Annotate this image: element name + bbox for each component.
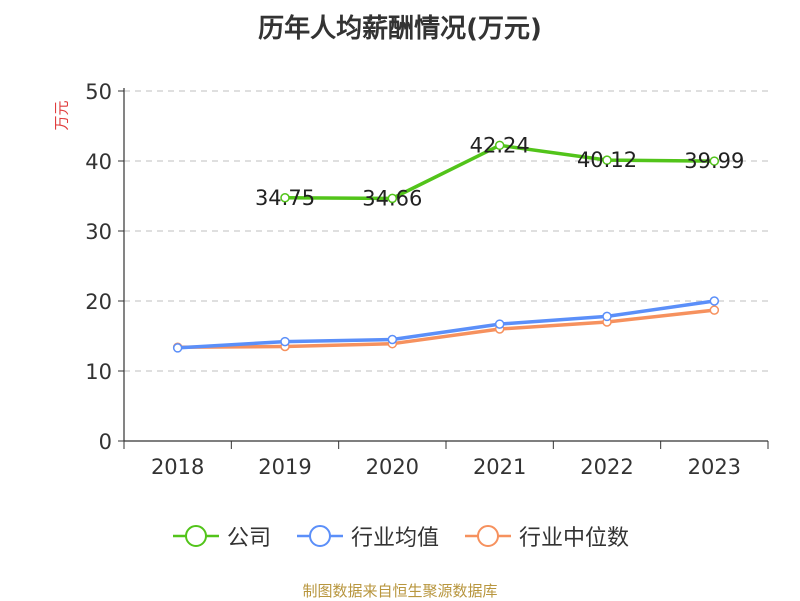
y-tick-label: 10	[85, 360, 112, 384]
y-tick-label: 50	[85, 80, 112, 104]
legend-label: 公司	[226, 526, 271, 551]
legend: 公司 行业均值 行业中位数	[0, 520, 800, 552]
series-line-1	[177, 299, 715, 350]
data-point	[709, 305, 720, 315]
legend-marker	[465, 525, 511, 547]
data-label: 40.12	[577, 148, 637, 172]
data-label: 34.75	[255, 186, 315, 210]
x-tick-label: 2020	[366, 455, 419, 479]
data-point	[280, 193, 290, 203]
source-note: 制图数据来自恒生聚源数据库	[302, 582, 498, 600]
data-point	[709, 296, 720, 306]
legend-marker	[172, 525, 219, 547]
data-point	[602, 155, 612, 165]
data-label: 34.66	[362, 186, 422, 210]
data-label: 39.99	[684, 149, 744, 173]
legend-marker	[296, 525, 343, 547]
data-point	[602, 311, 612, 322]
legend-item: 行业均值	[295, 520, 439, 552]
y-tick-label: 20	[85, 290, 112, 314]
data-label: 42.24	[470, 133, 530, 157]
line-chart: 0 10 20 30 40 50 2018 2019 2020 2021 2022 2023 34.75…	[85, 80, 769, 479]
legend-item: 行业中位数	[463, 520, 629, 552]
y-tick-label: 30	[85, 220, 112, 244]
x-tick-label: 2018	[151, 455, 204, 479]
chart-title: 历年人均薪酬情况(万元)	[258, 14, 542, 44]
data-point	[494, 319, 505, 329]
data-point	[709, 156, 720, 166]
x-tick-label: 2022	[580, 455, 633, 479]
legend-item: 公司	[171, 520, 271, 552]
x-tick-label: 2019	[258, 455, 311, 479]
data-point	[387, 334, 398, 345]
legend-label: 行业均值	[350, 526, 439, 551]
y-tick-label: 0	[99, 430, 112, 454]
data-point	[494, 140, 505, 151]
data-point	[172, 343, 183, 353]
x-tick-label: 2021	[473, 455, 526, 479]
series-line-2	[177, 308, 715, 349]
x-tick-label: 2023	[688, 455, 741, 479]
data-point	[280, 336, 290, 347]
data-point	[387, 193, 398, 204]
legend-label: 行业中位数	[519, 526, 630, 551]
y-tick-label: 40	[85, 150, 112, 174]
